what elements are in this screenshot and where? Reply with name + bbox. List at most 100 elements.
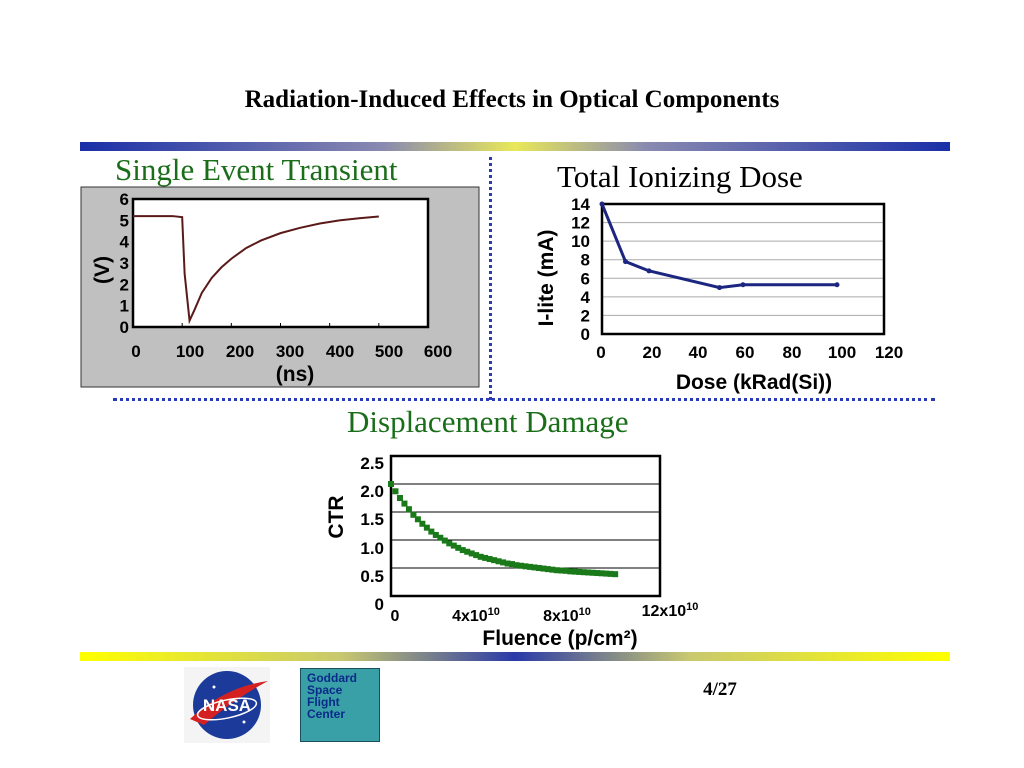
- tid-x-tick-label: 20: [643, 343, 662, 362]
- dd-data-point: [414, 516, 421, 523]
- tid-plot-border: [600, 202, 886, 336]
- dd-data-point: [513, 562, 520, 569]
- page-number: 4/27: [703, 679, 737, 700]
- dd-x-axis-label: Fluence (p/cm²): [482, 627, 637, 650]
- set-y-tick-label: 4: [120, 233, 130, 252]
- dd-x-tick-label: 12x1010: [642, 601, 699, 620]
- dd-plot-area: [391, 456, 660, 596]
- dd-data-point: [401, 500, 408, 507]
- dd-data-point: [589, 569, 596, 576]
- set-x-tick-label: 300: [276, 342, 304, 361]
- set-x-tick-label: 100: [176, 342, 204, 361]
- set-chart-title: Single Event Transient: [115, 152, 398, 187]
- tid-data-point: [834, 282, 840, 288]
- dd-data-point: [535, 565, 542, 571]
- nasa-logo-text: NASA: [203, 696, 251, 715]
- tid-x-tick-label: 120: [875, 343, 903, 362]
- set-x-axis-label: (ns): [276, 363, 315, 386]
- dd-x-tick-base: 0: [391, 608, 400, 625]
- dd-data-point: [477, 553, 484, 560]
- dd-data-point: [576, 568, 583, 575]
- set-x-tick-label: 200: [226, 342, 254, 361]
- dd-data-point: [580, 569, 587, 576]
- tid-data-point: [623, 259, 628, 265]
- tid-y-tick-label: 0: [581, 325, 590, 344]
- set-plot-area: [131, 197, 430, 329]
- tid-y-tick-label: 14: [571, 195, 590, 214]
- tid-x-tick-label: 100: [828, 343, 856, 362]
- set-y-axis-label: (V): [91, 256, 114, 284]
- dd-data-point: [405, 506, 412, 513]
- tid-chart-title: Total Ionizing Dose: [557, 159, 803, 194]
- dd-x-tick-label: 8x1010: [543, 606, 591, 625]
- tid-data-point: [599, 201, 605, 207]
- dd-data-point: [423, 524, 430, 531]
- dd-y-tick-label: 2.0: [360, 482, 384, 501]
- gsfc-logo-text: Goddard Space Flight Center: [307, 671, 357, 721]
- dd-data-point: [540, 565, 547, 572]
- dd-data-point: [549, 566, 556, 573]
- dd-data-point: [428, 528, 435, 535]
- dd-data-point: [531, 564, 538, 571]
- dd-data-point: [410, 511, 417, 518]
- tid-x-axis-label: Dose (kRad(Si)): [676, 371, 832, 394]
- set-x-tick-label: 400: [326, 342, 354, 361]
- set-y-tick-label: 6: [120, 190, 129, 209]
- dd-x-tick-exponent: 10: [686, 601, 698, 613]
- dd-data-point: [518, 562, 525, 569]
- dd-data-point: [544, 566, 551, 573]
- dd-data-point: [464, 548, 471, 555]
- dd-data-point: [612, 571, 619, 578]
- dd-x-tick-base: 12x10: [642, 603, 687, 620]
- set-x-tick-label: 600: [424, 342, 452, 361]
- tid-x-tick-label: 80: [783, 343, 802, 362]
- horizontal-dotted-divider: [113, 398, 935, 401]
- dd-data-point: [388, 481, 394, 487]
- tid-y-tick-label: 2: [581, 306, 590, 325]
- dd-data-point: [558, 567, 565, 574]
- tid-data-point: [646, 268, 652, 274]
- set-y-tick-label: 0: [120, 318, 129, 337]
- dd-data-point: [437, 534, 444, 541]
- dd-data-point: [419, 520, 426, 527]
- dd-data-point: [598, 570, 605, 577]
- dd-data-point: [491, 557, 498, 564]
- dd-data-point: [432, 531, 439, 538]
- dd-data-point: [446, 540, 453, 547]
- set-y-tick-label: 5: [120, 211, 129, 230]
- vertical-dotted-divider: [489, 157, 492, 400]
- dd-y-axis-label: CTR: [325, 495, 348, 538]
- dd-data-point: [522, 563, 529, 570]
- dd-y-tick-label: 0.5: [360, 567, 384, 586]
- dd-data-point: [594, 570, 601, 577]
- tid-y-tick-label: 8: [581, 251, 590, 270]
- dd-data-point: [553, 567, 560, 574]
- dd-y-tick-label: 1.5: [360, 510, 384, 529]
- dd-data-point: [396, 495, 403, 501]
- nasa-logo: NASA: [184, 667, 270, 743]
- dd-data-point: [455, 544, 462, 551]
- dd-data-point: [607, 570, 614, 577]
- dd-data-point: [567, 568, 574, 575]
- set-x-tick-label: 500: [375, 342, 403, 361]
- dd-data-point: [468, 550, 475, 557]
- dd-data-point: [585, 569, 592, 576]
- dd-data-point: [504, 560, 511, 567]
- dd-data-point: [392, 488, 399, 495]
- dd-data-point: [526, 563, 533, 570]
- top-divider-bar: [80, 142, 950, 151]
- tid-y-axis-label: I-lite (mA): [535, 230, 558, 327]
- tid-data-point: [717, 285, 722, 291]
- set-y-tick-label: 2: [120, 275, 129, 294]
- dd-data-point: [509, 561, 516, 568]
- tid-y-tick-label: 4: [581, 288, 591, 307]
- gsfc-logo: Goddard Space Flight Center: [300, 668, 380, 742]
- dd-x-tick-exponent: 10: [579, 606, 591, 618]
- dd-x-tick-base: 4x10: [452, 608, 488, 625]
- dd-y-tick-label: 1.0: [360, 539, 384, 558]
- dd-data-point: [482, 554, 489, 561]
- tid-y-tick-label: 12: [571, 214, 590, 233]
- dd-x-tick-base: 8x10: [543, 608, 579, 625]
- bottom-divider-bar: [80, 652, 950, 661]
- dd-data-point: [571, 568, 578, 575]
